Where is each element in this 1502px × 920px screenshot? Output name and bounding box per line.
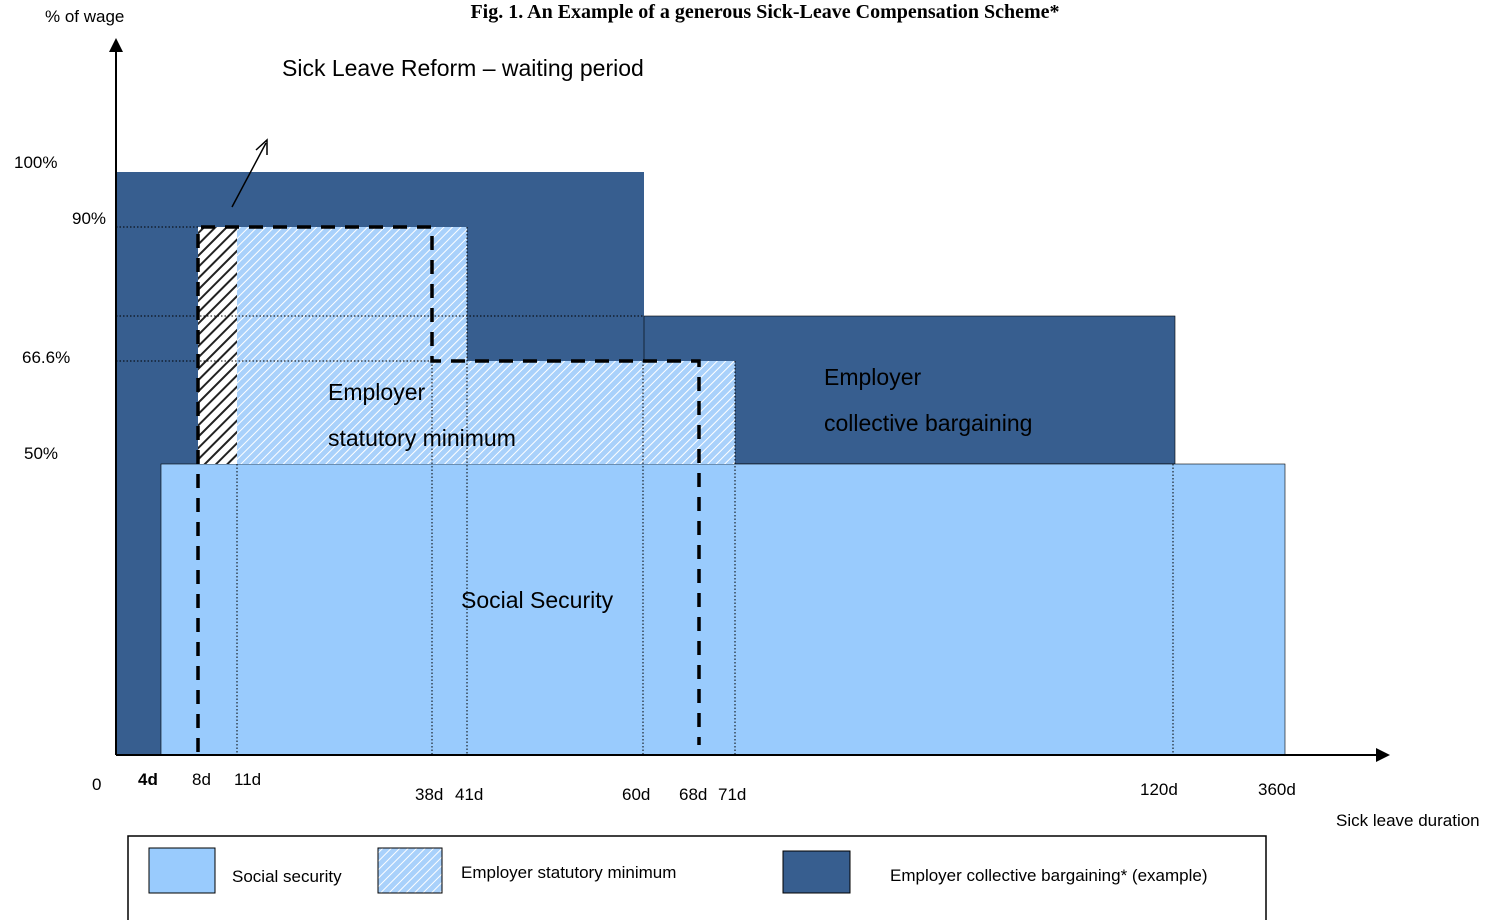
- title: Fig. 1. An Example of a generous Sick-Le…: [470, 1, 1059, 23]
- annotation: Sick Leave Reform – waiting period: [282, 55, 644, 81]
- x-label: 11d: [234, 770, 261, 789]
- reform-outline: [196, 225, 701, 752]
- statutory-area: [467, 361, 735, 464]
- legend-label: Social security: [232, 867, 342, 886]
- region-label: collective bargaining: [824, 410, 1032, 436]
- arrow: [231, 142, 267, 208]
- x-label: 71d: [718, 785, 746, 804]
- guides: [116, 138, 1174, 755]
- x-label: 4d: [138, 770, 158, 789]
- legend-box: [127, 835, 1267, 920]
- region-label: Social Security: [461, 587, 614, 613]
- legend-label: Employer statutory minimum: [461, 863, 676, 882]
- legend-label: Employer collective bargaining* (example…: [890, 866, 1207, 885]
- legend-swatch: [377, 847, 443, 894]
- x-label: 68d: [679, 785, 707, 804]
- axes: [109, 38, 1390, 762]
- social-area: [160, 463, 1286, 756]
- x-label: 0: [92, 775, 101, 794]
- region-label: Employer: [328, 379, 425, 405]
- x-label: 60d: [622, 785, 650, 804]
- areas: [116, 172, 1286, 756]
- x-axis-label: Sick leave duration: [1336, 811, 1480, 830]
- x-arrow: [1376, 748, 1390, 762]
- x-label: 120d: [1140, 780, 1178, 799]
- legend-swatch: [148, 847, 216, 894]
- legend-swatch: [782, 850, 851, 894]
- y-label: 100%: [14, 153, 57, 172]
- region-label: Employer: [824, 364, 921, 390]
- region-label: statutory minimum: [328, 425, 516, 451]
- x-label: 38d: [415, 785, 443, 804]
- y-label: 50%: [24, 444, 58, 463]
- x-label: 360d: [1258, 780, 1296, 799]
- statutory-area: [237, 227, 467, 464]
- legend: Social security Employer statutory minim…: [127, 835, 1267, 920]
- arrow-head: [255, 138, 268, 155]
- x-label: 8d: [192, 770, 211, 789]
- y-arrow: [109, 38, 123, 52]
- y-label: 90%: [72, 209, 106, 228]
- waiting-area: [198, 227, 237, 464]
- y-label: 66.6%: [22, 348, 70, 367]
- y-axis-label: % of wage: [45, 7, 124, 26]
- x-label: 41d: [455, 785, 483, 804]
